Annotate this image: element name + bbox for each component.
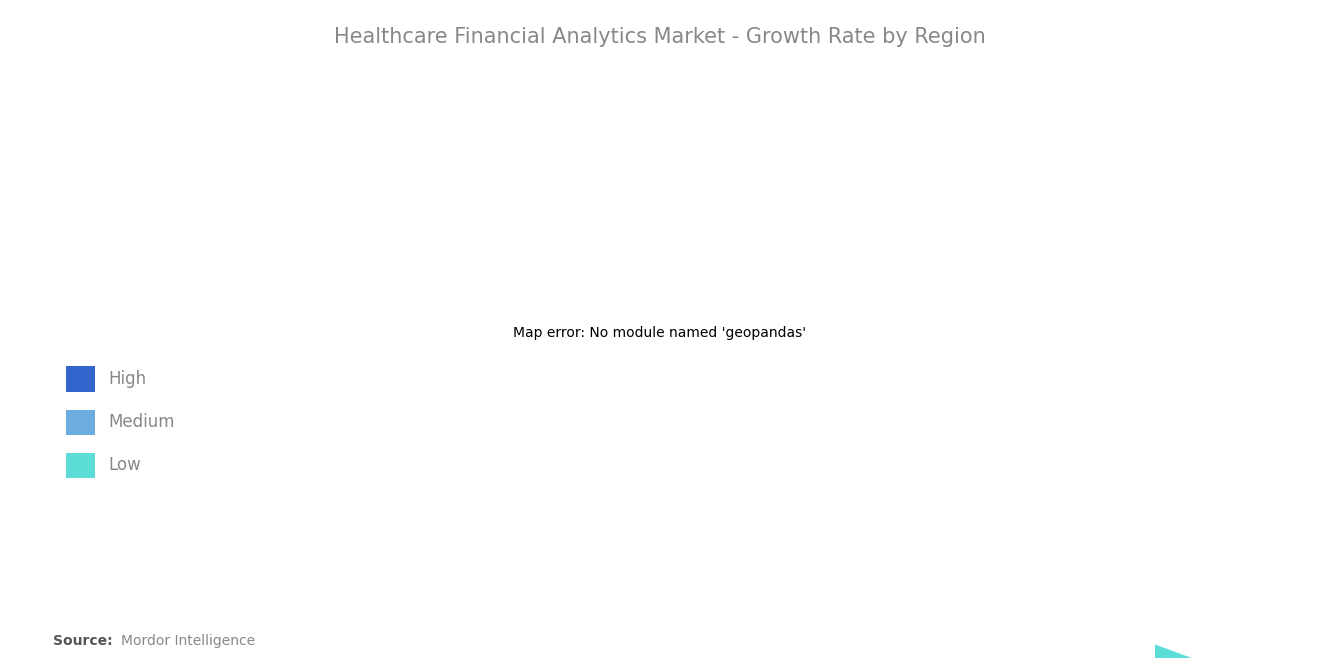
Text: High: High <box>108 370 147 388</box>
Text: Map error: No module named 'geopandas': Map error: No module named 'geopandas' <box>513 325 807 340</box>
Text: Healthcare Financial Analytics Market - Growth Rate by Region: Healthcare Financial Analytics Market - … <box>334 27 986 47</box>
Polygon shape <box>1155 644 1193 658</box>
Text: Medium: Medium <box>108 413 174 432</box>
Text: Source:: Source: <box>53 634 112 648</box>
Text: Mordor Intelligence: Mordor Intelligence <box>121 634 256 648</box>
Text: Low: Low <box>108 456 141 475</box>
